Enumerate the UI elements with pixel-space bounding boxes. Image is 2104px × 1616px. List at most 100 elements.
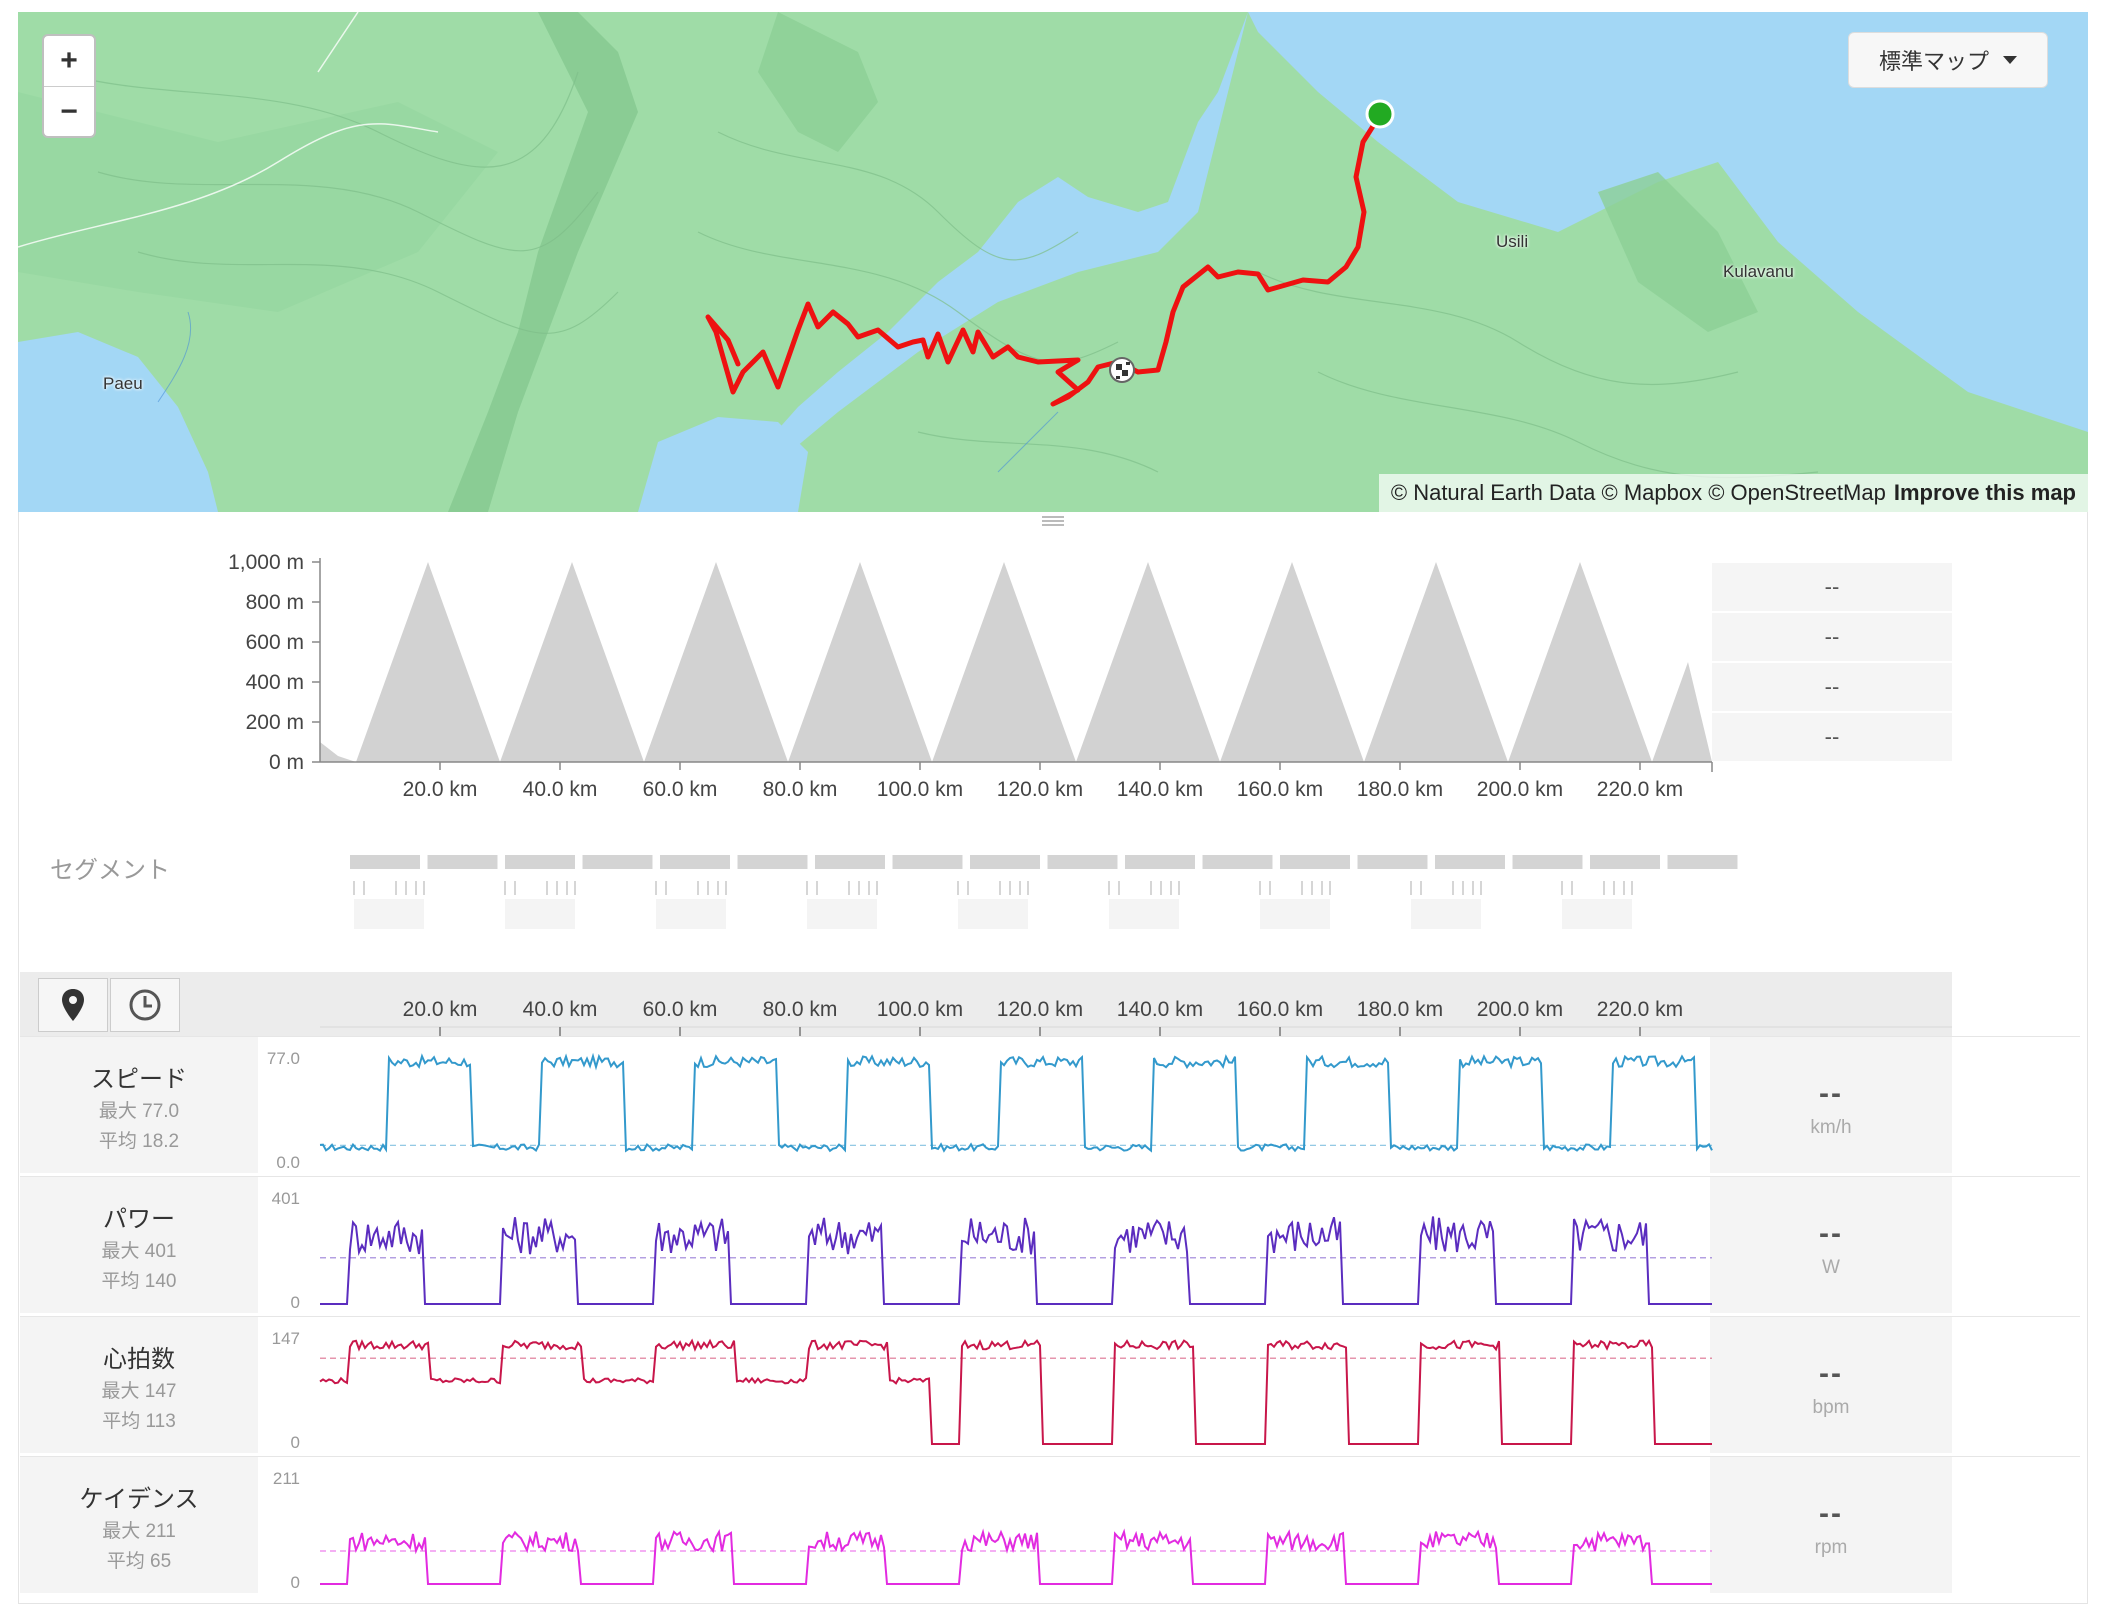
place-label-paeu: Paeu [103,374,143,393]
stream-label-cadence: ケイデンス 最大 211 平均 65 [20,1457,258,1593]
segment-shade [1562,899,1632,929]
segment-shade [656,899,726,929]
elevation-stat-1: -- [1712,563,1952,611]
y-tick-label: 800 m [246,591,304,614]
segment-bar [505,855,575,869]
segment-bar [1357,855,1428,869]
stream-current-value: -- [1819,1357,1843,1390]
stream-distance-axis: 20.0 km 40.0 km 60.0 km 80.0 km 100.0 km 120.… [320,998,1952,1036]
segment-shade [958,899,1028,929]
x-tick-label: 160.0 km [1237,998,1323,1021]
zoom-in-button[interactable]: + [44,36,94,87]
x-tick-label: 220.0 km [1597,998,1683,1021]
stream-value-cadence: -- rpm [1710,1457,1952,1593]
attribution-text[interactable]: © Natural Earth Data © Mapbox © OpenStre… [1390,480,1886,505]
stream-current-value: -- [1819,1217,1843,1250]
x-tick-label: 120.0 km [997,998,1083,1021]
elevation-stat-2: -- [1712,613,1952,661]
land-west-water [18,332,218,512]
stream-max: 最大 401 [101,1241,177,1262]
stream-unit: km/h [1810,1117,1852,1138]
clock-icon [129,989,161,1021]
segment-bar [660,855,730,869]
segment-shade [354,899,424,929]
elevation-area [320,562,1712,762]
x-tick-label: 100.0 km [877,778,963,801]
x-tick-label: 200.0 km [1477,998,1563,1021]
segment-bar [350,855,420,869]
stream-row-cadence[interactable]: ケイデンス 最大 211 平均 65 -- rpm [20,1456,2080,1593]
segments-track[interactable] [350,855,1750,945]
map-type-dropdown[interactable]: 標準マップ [1848,32,2048,88]
x-tick-label: 20.0 km [403,778,478,801]
y-tick-label: 200 m [246,711,304,734]
segment-bar [427,855,498,869]
stream-value-power: -- W [1710,1177,1952,1313]
map-type-label: 標準マップ [1878,49,1989,74]
x-tick-label: 20.0 km [403,998,478,1021]
chevron-down-icon [2003,56,2017,64]
segment-bar [737,855,808,869]
stream-max: 最大 211 [102,1521,176,1542]
stream-row-power[interactable]: パワー 最大 401 平均 140 -- W [20,1176,2080,1313]
segment-bar [892,855,963,869]
stream-value-speed: -- km/h [1710,1037,1952,1173]
segment-shade [505,899,575,929]
stream-unit: rpm [1814,1537,1848,1558]
stream-unit: W [1822,1257,1840,1278]
zoom-out-button[interactable]: − [60,95,78,128]
segment-shade [1260,899,1330,929]
y-tick-label: 0 m [269,751,304,774]
x-tick-label: 80.0 km [763,778,838,801]
zoom-control: + − [42,34,96,138]
segment-shade [807,899,877,929]
stream-title: ケイデンス [79,1486,199,1513]
segment-bar [582,855,653,869]
place-label-kulavanu: Kulavanu [1723,262,1794,281]
stream-max: 最大 77.0 [98,1101,180,1122]
x-tick-label: 140.0 km [1117,998,1203,1021]
x-tick-label: 40.0 km [523,998,598,1021]
stream-current-value: -- [1819,1497,1843,1530]
stream-label-speed: スピード 最大 77.0 平均 18.2 [20,1037,258,1173]
stream-toolbar [20,972,1952,1036]
stream-row-speed[interactable]: スピード 最大 77.0 平均 18.2 -- km/h [20,1036,2080,1173]
stream-value-heartrate: -- bpm [1710,1317,1952,1453]
stream-avg: 平均 65 [106,1551,172,1572]
x-tick-label: 60.0 km [643,778,718,801]
y-tick-label: 1,000 m [228,551,304,574]
stream-avg: 平均 18.2 [98,1131,180,1152]
segment-bar [970,855,1040,869]
stream-label-heartrate: 心拍数 最大 147 平均 113 [20,1317,258,1453]
y-tick-label: 600 m [246,631,304,654]
segment-shade [1411,899,1481,929]
stream-title: スピード [91,1066,187,1093]
distance-mode-tab[interactable] [38,978,108,1032]
x-tick-label: 140.0 km [1117,778,1203,801]
resize-handle[interactable] [1042,516,1064,526]
x-tick-label: 60.0 km [643,998,718,1021]
map-pin-icon [62,989,84,1021]
segment-shade [1109,899,1179,929]
segment-bar [1280,855,1350,869]
time-mode-tab[interactable] [110,978,180,1032]
place-label-usili: Usili [1496,232,1529,251]
route-line [705,112,1383,407]
x-tick-label: 80.0 km [763,998,838,1021]
stream-label-power: パワー 最大 401 平均 140 [20,1177,258,1313]
map-panel[interactable]: Paeu Usili Kulavanu + − 標準マップ © Natural … [18,12,2088,512]
start-marker [1365,99,1395,129]
stream-row-heartrate[interactable]: 心拍数 最大 147 平均 113 -- bpm [20,1316,2080,1453]
x-tick-label: 100.0 km [877,998,963,1021]
stream-avg: 平均 140 [101,1271,177,1292]
map-attribution: © Natural Earth Data © Mapbox © OpenStre… [1378,474,2088,512]
stream-unit: bpm [1812,1397,1850,1418]
bay-south [638,417,808,512]
segment-bar [1435,855,1505,869]
stream-title: 心拍数 [103,1346,175,1373]
x-tick-label: 200.0 km [1477,778,1563,801]
segment-bar [1512,855,1583,869]
x-tick-label: 220.0 km [1597,778,1683,801]
elevation-stat-4: -- [1712,713,1952,761]
improve-map-link[interactable]: Improve this map [1893,480,2076,505]
